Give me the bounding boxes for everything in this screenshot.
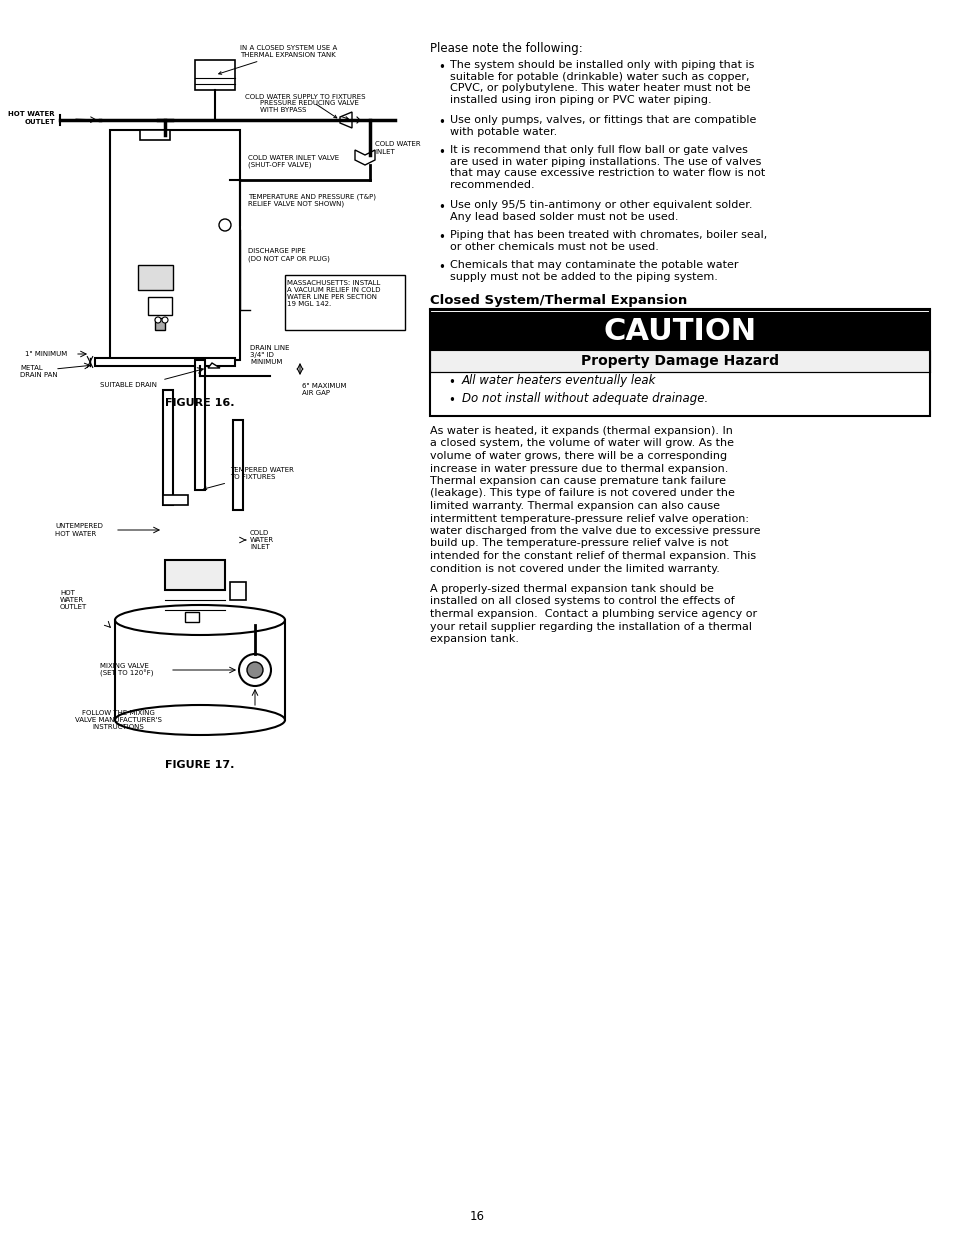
Text: build up. The temperature-pressure relief valve is not: build up. The temperature-pressure relie… bbox=[430, 538, 728, 548]
Bar bbox=[165, 559, 225, 590]
Text: •: • bbox=[437, 201, 444, 214]
Bar bbox=[185, 613, 199, 622]
Text: •: • bbox=[448, 375, 455, 389]
Text: CAUTION: CAUTION bbox=[603, 316, 756, 346]
Text: DRAIN LINE
3/4" ID
MINIMUM: DRAIN LINE 3/4" ID MINIMUM bbox=[250, 345, 289, 366]
Text: •: • bbox=[437, 231, 444, 245]
Text: Piping that has been treated with chromates, boiler seal,
or other chemicals mus: Piping that has been treated with chroma… bbox=[450, 230, 766, 252]
Bar bbox=[148, 296, 172, 315]
Text: As water is heated, it expands (thermal expansion). In: As water is heated, it expands (thermal … bbox=[430, 426, 732, 436]
Bar bbox=[163, 390, 172, 505]
Text: water discharged from the valve due to excessive pressure: water discharged from the valve due to e… bbox=[430, 526, 760, 536]
Bar bbox=[163, 495, 188, 505]
Circle shape bbox=[247, 662, 263, 678]
Ellipse shape bbox=[115, 605, 285, 635]
Text: installed on all closed systems to control the effects of: installed on all closed systems to contr… bbox=[430, 597, 734, 606]
Text: DISCHARGE PIPE
(DO NOT CAP OR PLUG): DISCHARGE PIPE (DO NOT CAP OR PLUG) bbox=[248, 248, 330, 262]
Circle shape bbox=[162, 317, 168, 324]
Text: Closed System/Thermal Expansion: Closed System/Thermal Expansion bbox=[430, 294, 686, 308]
Text: HOT
WATER
OUTLET: HOT WATER OUTLET bbox=[60, 590, 87, 610]
Text: TEMPERED WATER
TO FIXTURES: TEMPERED WATER TO FIXTURES bbox=[204, 467, 294, 489]
Text: volume of water grows, there will be a corresponding: volume of water grows, there will be a c… bbox=[430, 451, 726, 461]
Text: COLD WATER INLET VALVE
(SHUT-OFF VALVE): COLD WATER INLET VALVE (SHUT-OFF VALVE) bbox=[248, 156, 338, 168]
Text: FOLLOW THE MIXING
VALVE MANUFACTURER'S
INSTRUCTIONS: FOLLOW THE MIXING VALVE MANUFACTURER'S I… bbox=[74, 710, 161, 730]
Polygon shape bbox=[208, 363, 220, 368]
Text: intended for the constant relief of thermal expansion. This: intended for the constant relief of ther… bbox=[430, 551, 756, 561]
Text: Do not install without adequate drainage.: Do not install without adequate drainage… bbox=[461, 391, 707, 405]
Circle shape bbox=[219, 219, 231, 231]
Text: •: • bbox=[437, 116, 444, 128]
Text: Thermal expansion can cause premature tank failure: Thermal expansion can cause premature ta… bbox=[430, 475, 725, 487]
Text: COLD WATER
INLET: COLD WATER INLET bbox=[375, 142, 420, 154]
Bar bbox=[230, 582, 246, 600]
Text: TEMPERATURE AND PRESSURE (T&P)
RELIEF VALVE NOT SHOWN): TEMPERATURE AND PRESSURE (T&P) RELIEF VA… bbox=[248, 193, 375, 207]
Bar bbox=[110, 130, 240, 359]
Text: A properly-sized thermal expansion tank should be: A properly-sized thermal expansion tank … bbox=[430, 584, 713, 594]
Text: limited warranty. Thermal expansion can also cause: limited warranty. Thermal expansion can … bbox=[430, 501, 720, 511]
Text: Use only 95/5 tin-antimony or other equivalent solder.
Any lead based solder mus: Use only 95/5 tin-antimony or other equi… bbox=[450, 200, 752, 221]
Text: •: • bbox=[448, 394, 455, 408]
Circle shape bbox=[239, 655, 271, 685]
Bar bbox=[140, 130, 170, 140]
Text: PRESSURE REDUCING VALVE
WITH BYPASS: PRESSURE REDUCING VALVE WITH BYPASS bbox=[260, 100, 358, 120]
Text: condition is not covered under the limited warranty.: condition is not covered under the limit… bbox=[430, 563, 720, 573]
Text: intermittent temperature-pressure relief valve operation:: intermittent temperature-pressure relief… bbox=[430, 514, 748, 524]
Bar bbox=[430, 310, 929, 416]
Bar bbox=[430, 312, 929, 350]
Text: expansion tank.: expansion tank. bbox=[430, 634, 518, 643]
Polygon shape bbox=[355, 149, 375, 165]
Text: FIGURE 16.: FIGURE 16. bbox=[165, 398, 234, 408]
Text: Property Damage Hazard: Property Damage Hazard bbox=[580, 354, 779, 368]
Bar bbox=[194, 61, 234, 90]
Text: MASSACHUSETTS: INSTALL
A VACUUM RELIEF IN COLD
WATER LINE PER SECTION
19 MGL 142: MASSACHUSETTS: INSTALL A VACUUM RELIEF I… bbox=[287, 280, 380, 308]
Text: •: • bbox=[437, 146, 444, 159]
Ellipse shape bbox=[115, 705, 285, 735]
Text: Chemicals that may contaminate the potable water
supply must not be added to the: Chemicals that may contaminate the potab… bbox=[450, 261, 738, 282]
Text: your retail supplier regarding the installation of a thermal: your retail supplier regarding the insta… bbox=[430, 621, 751, 631]
Text: 1" MINIMUM: 1" MINIMUM bbox=[25, 351, 67, 357]
Text: MIXING VALVE
(SET TO 120°F): MIXING VALVE (SET TO 120°F) bbox=[100, 663, 153, 677]
Bar bbox=[194, 359, 205, 490]
Text: •: • bbox=[437, 261, 444, 274]
Polygon shape bbox=[339, 112, 352, 128]
Bar bbox=[154, 317, 165, 330]
Text: The system should be installed only with piping that is
suitable for potable (dr: The system should be installed only with… bbox=[450, 61, 754, 105]
Text: (leakage). This type of failure is not covered under the: (leakage). This type of failure is not c… bbox=[430, 489, 734, 499]
Text: HOT WATER
OUTLET: HOT WATER OUTLET bbox=[9, 111, 55, 125]
Text: It is recommend that only full flow ball or gate valves
are used in water piping: It is recommend that only full flow ball… bbox=[450, 144, 764, 190]
Text: 6" MAXIMUM
AIR GAP: 6" MAXIMUM AIR GAP bbox=[302, 383, 346, 396]
Text: SUITABLE DRAIN: SUITABLE DRAIN bbox=[100, 382, 157, 388]
Text: Please note the following:: Please note the following: bbox=[430, 42, 582, 56]
Text: METAL
DRAIN PAN: METAL DRAIN PAN bbox=[20, 366, 57, 378]
Circle shape bbox=[154, 317, 161, 324]
Bar bbox=[285, 275, 405, 330]
Bar bbox=[138, 266, 172, 290]
Text: increase in water pressure due to thermal expansion.: increase in water pressure due to therma… bbox=[430, 463, 727, 473]
Text: a closed system, the volume of water will grow. As the: a closed system, the volume of water wil… bbox=[430, 438, 733, 448]
Text: COLD
WATER
INLET: COLD WATER INLET bbox=[250, 530, 274, 550]
Text: IN A CLOSED SYSTEM USE A
THERMAL EXPANSION TANK: IN A CLOSED SYSTEM USE A THERMAL EXPANSI… bbox=[218, 44, 337, 74]
Text: UNTEMPERED
HOT WATER: UNTEMPERED HOT WATER bbox=[55, 524, 103, 536]
Text: 16: 16 bbox=[469, 1210, 484, 1224]
Text: Use only pumps, valves, or fittings that are compatible
with potable water.: Use only pumps, valves, or fittings that… bbox=[450, 115, 756, 137]
Bar bbox=[95, 358, 234, 366]
Text: COLD WATER SUPPLY TO FIXTURES: COLD WATER SUPPLY TO FIXTURES bbox=[245, 94, 365, 117]
Text: •: • bbox=[437, 61, 444, 74]
Bar bbox=[430, 350, 929, 372]
Text: thermal expansion.  Contact a plumbing service agency or: thermal expansion. Contact a plumbing se… bbox=[430, 609, 757, 619]
Text: All water heaters eventually leak: All water heaters eventually leak bbox=[461, 374, 656, 387]
Bar bbox=[233, 420, 243, 510]
Text: FIGURE 17.: FIGURE 17. bbox=[165, 760, 234, 769]
